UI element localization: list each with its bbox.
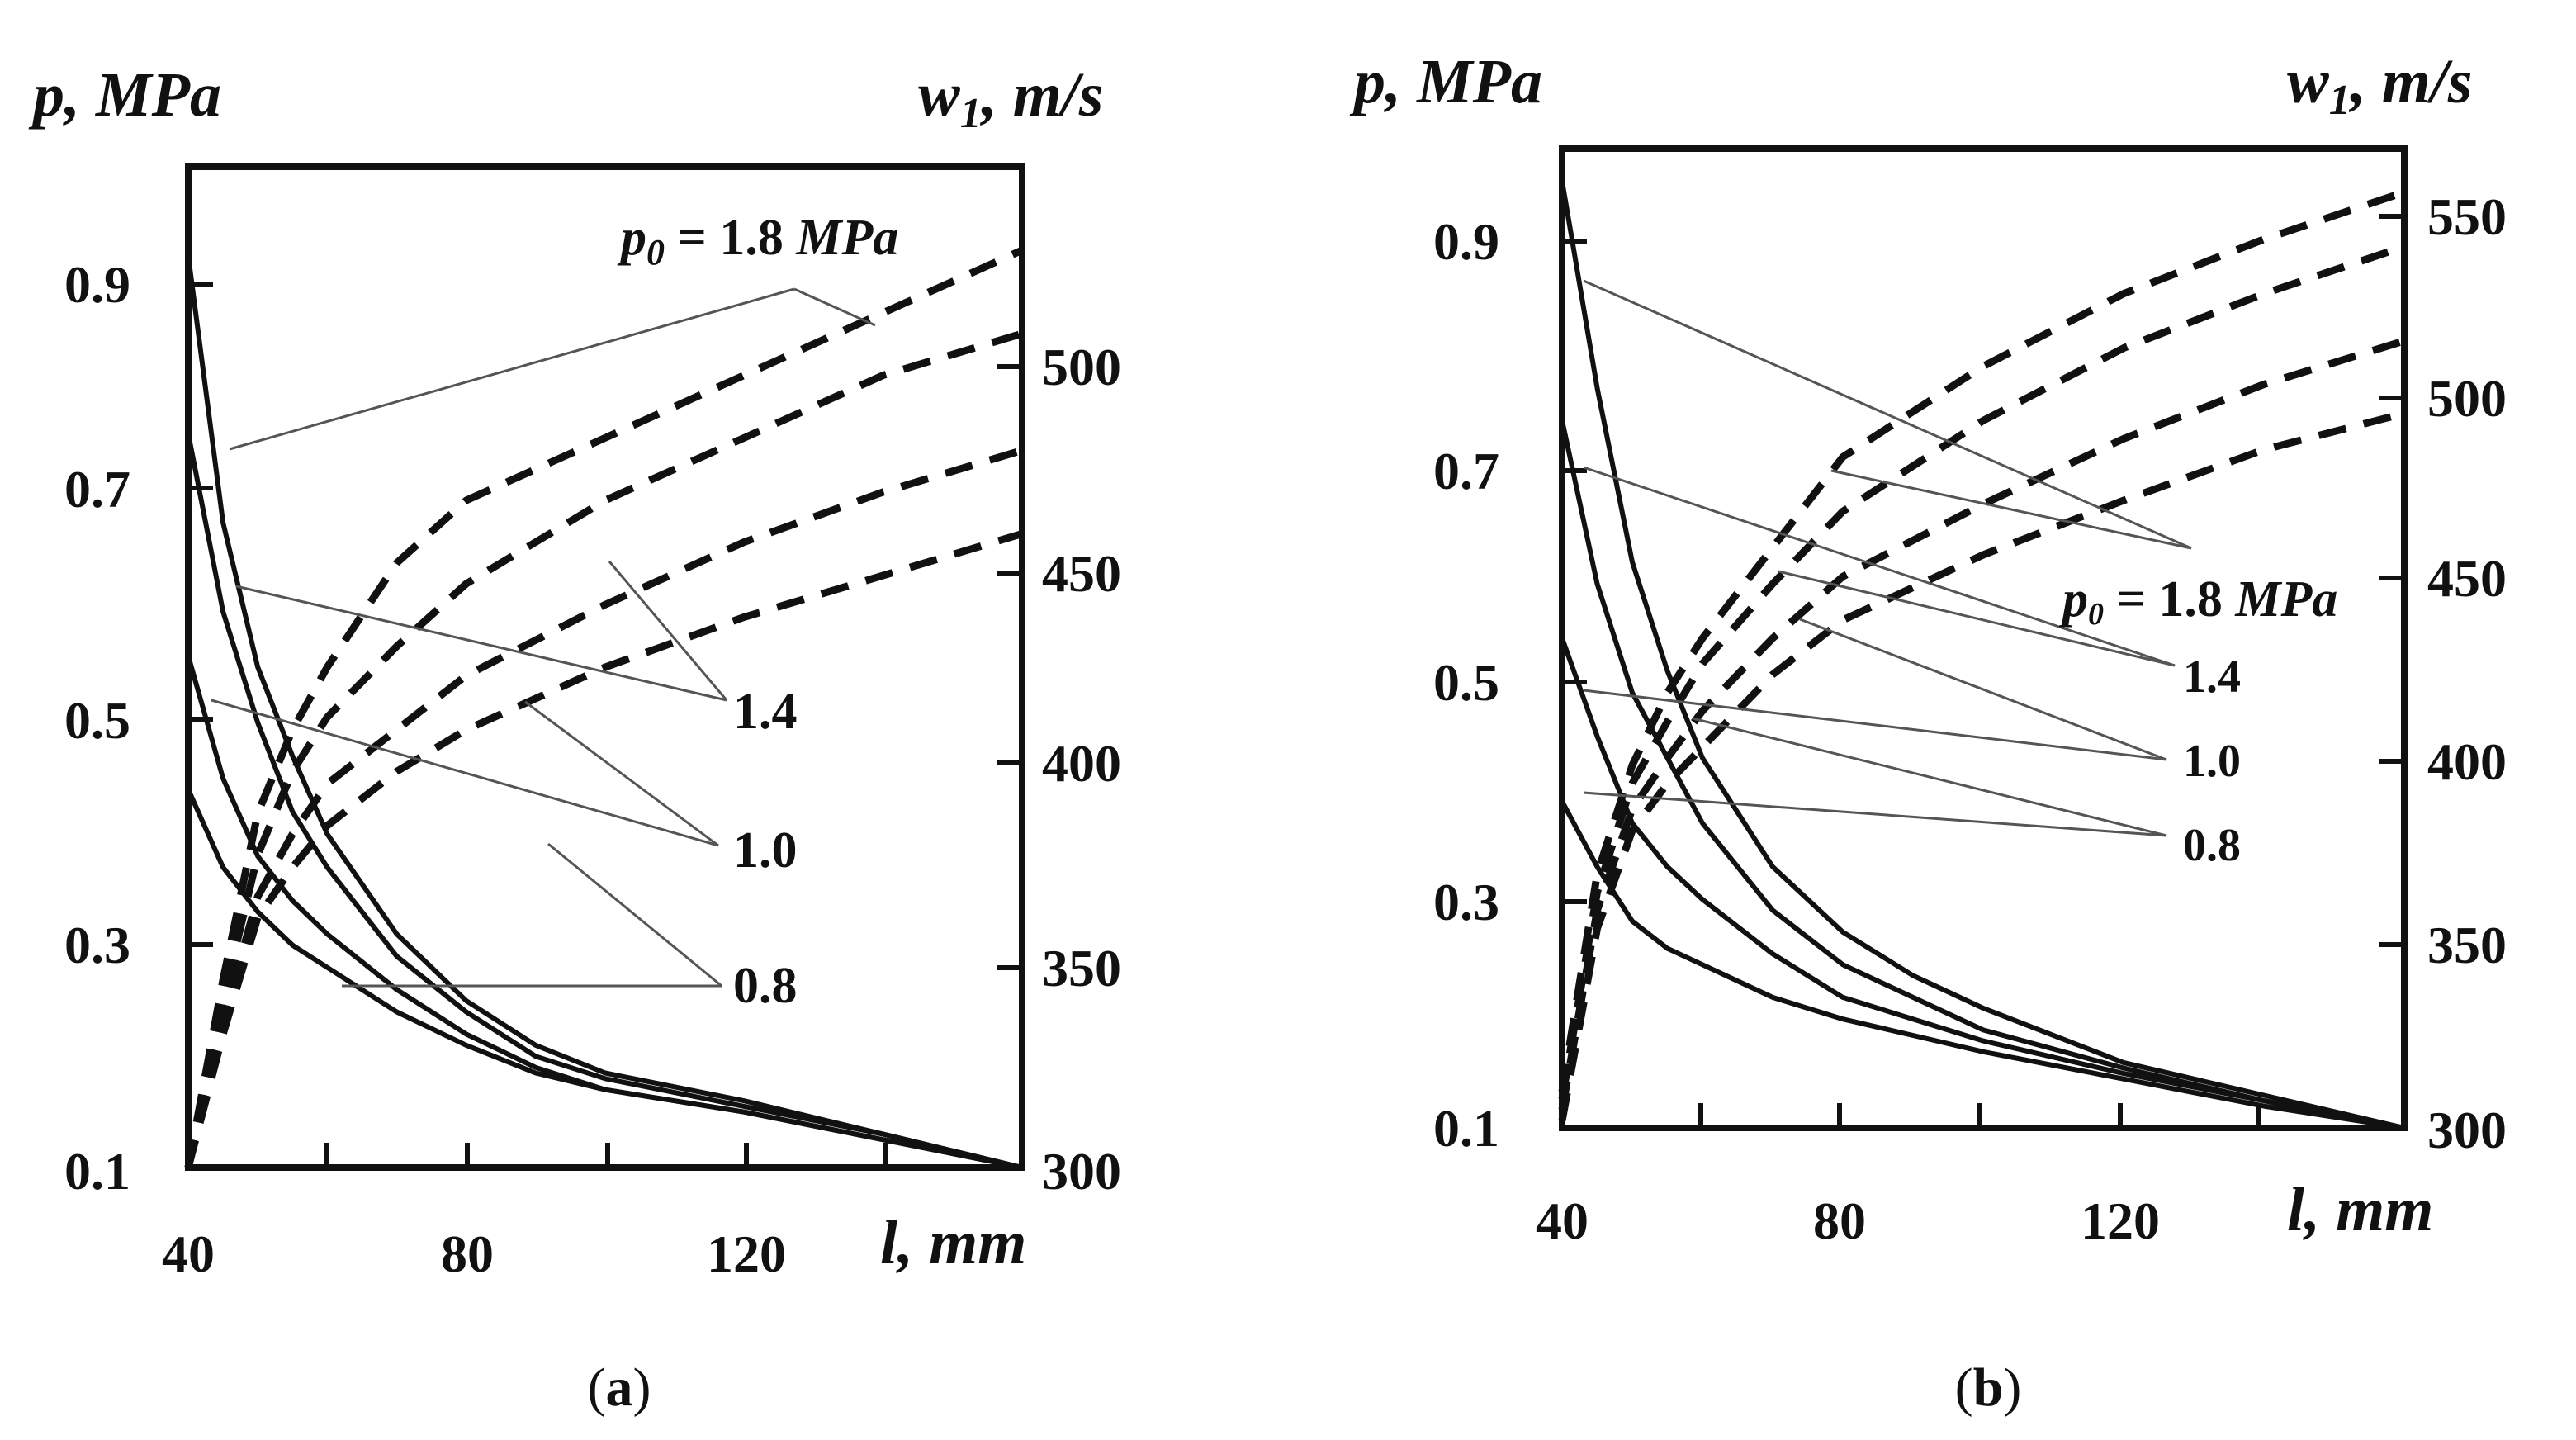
- ytick-right-label: 450: [1042, 544, 1121, 603]
- xtick-label: 40: [1536, 1191, 1589, 1250]
- ytick-left-label: 0.7: [1433, 442, 1499, 500]
- ytick-left-label: 0.1: [1433, 1099, 1499, 1158]
- plot-frame-b: [1559, 145, 2408, 1131]
- ytick-left-label: 0.1: [64, 1142, 130, 1201]
- pressure-line-1-4: [1560, 419, 2405, 1130]
- tick-marks-b: [1562, 214, 2404, 1128]
- ytick-left-label: 0.3: [1433, 873, 1499, 931]
- pressure-line-1-8: [186, 255, 1023, 1170]
- annotation-label: 1.0: [2183, 736, 2241, 787]
- velocity-line-1-4: [184, 329, 1024, 1168]
- panel-b: 0.9 0.7 0.5 0.3 0.1 550 500 450 400 350 …: [1349, 47, 2507, 1418]
- velocity-line-1-8: [1558, 188, 2406, 1092]
- panel-caption-a: (a): [588, 1357, 651, 1418]
- ytick-right-label: 350: [2427, 916, 2507, 974]
- ytick-right-label: 400: [1042, 734, 1121, 793]
- panel-a: 0.9 0.7 0.5 0.3 0.1 500 450 400 350 300 …: [28, 60, 1121, 1418]
- panel-caption-b: (b): [1955, 1357, 2022, 1418]
- y-right-axis-title: w1, m/s: [918, 60, 1104, 137]
- xtick-label: 80: [1813, 1191, 1866, 1250]
- ytick-right-label: 500: [1042, 338, 1121, 396]
- ytick-left-label: 0.7: [64, 460, 130, 519]
- annotation-label: 1.4: [2183, 651, 2241, 703]
- ytick-right-label: 500: [2427, 369, 2507, 428]
- annotation-label: 0.8: [733, 958, 798, 1014]
- x-axis-title: l, mm: [880, 1208, 1026, 1277]
- annotation-label: 1.0: [733, 822, 798, 879]
- velocity-line-1-0: [184, 447, 1024, 1169]
- curves-a: [184, 246, 1024, 1170]
- ytick-right-label: 400: [2427, 732, 2507, 791]
- tick-marks-a: [188, 282, 1022, 1168]
- ytick-right-label: 550: [2427, 187, 2507, 246]
- y-right-axis-title: w1, m/s: [2287, 47, 2473, 124]
- ytick-left-label: 0.5: [64, 691, 130, 750]
- annotation-label: 0.8: [2183, 820, 2241, 871]
- ytick-left-label: 0.9: [1433, 212, 1499, 271]
- velocity-line-1-0: [1558, 337, 2406, 1111]
- pressure-line-1-8: [1560, 180, 2405, 1130]
- velocity-line-1-8: [184, 246, 1024, 1168]
- ytick-right-label: 300: [1042, 1142, 1121, 1201]
- xtick-label: 120: [707, 1224, 786, 1283]
- pressure-line-1-0: [1560, 637, 2405, 1130]
- velocity-line-0-8: [184, 530, 1024, 1169]
- x-axis-title: l, mm: [2287, 1175, 2433, 1244]
- ytick-right-label: 350: [1042, 939, 1121, 997]
- ytick-right-label: 300: [2427, 1101, 2507, 1159]
- xtick-label: 80: [441, 1224, 494, 1283]
- annotation-label: 1.4: [733, 684, 798, 740]
- curves-b: [1558, 180, 2406, 1130]
- pressure-line-1-4: [186, 433, 1023, 1170]
- leader-lines-b: [1583, 279, 2192, 837]
- ytick-left-label: 0.9: [64, 255, 130, 314]
- velocity-line-0-8: [1558, 410, 2406, 1122]
- xtick-label: 40: [162, 1224, 215, 1283]
- annotation-p0-label: p0 = 1.8 MPa: [2058, 571, 2337, 632]
- ytick-right-label: 450: [2427, 549, 2507, 608]
- annotation-p0-label: p0 = 1.8 MPa: [617, 210, 898, 272]
- pressure-line-0-8: [186, 788, 1023, 1170]
- leader-lines-a: [211, 287, 876, 988]
- y-left-axis-title: p, MPa: [1349, 47, 1542, 116]
- xtick-label: 120: [2081, 1191, 2160, 1250]
- ytick-left-label: 0.5: [1433, 653, 1499, 712]
- velocity-line-1-4: [1558, 243, 2406, 1100]
- pressure-line-0-8: [1560, 800, 2405, 1130]
- ytick-left-label: 0.3: [64, 916, 130, 974]
- y-left-axis-title: p, MPa: [28, 60, 221, 130]
